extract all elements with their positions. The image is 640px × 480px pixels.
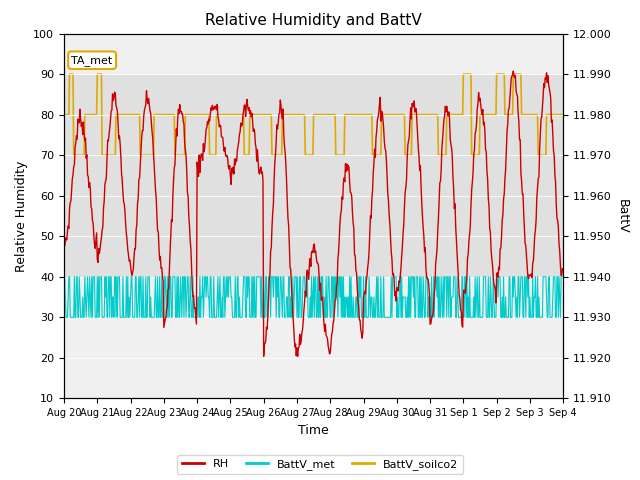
- Y-axis label: Relative Humidity: Relative Humidity: [15, 160, 28, 272]
- Title: Relative Humidity and BattV: Relative Humidity and BattV: [205, 13, 422, 28]
- Legend: RH, BattV_met, BattV_soilco2: RH, BattV_met, BattV_soilco2: [177, 455, 463, 474]
- Bar: [64, 74, 563, 277]
- X-axis label: Time: Time: [298, 424, 329, 437]
- Text: TA_met: TA_met: [72, 55, 113, 66]
- Y-axis label: BattV: BattV: [616, 199, 628, 233]
